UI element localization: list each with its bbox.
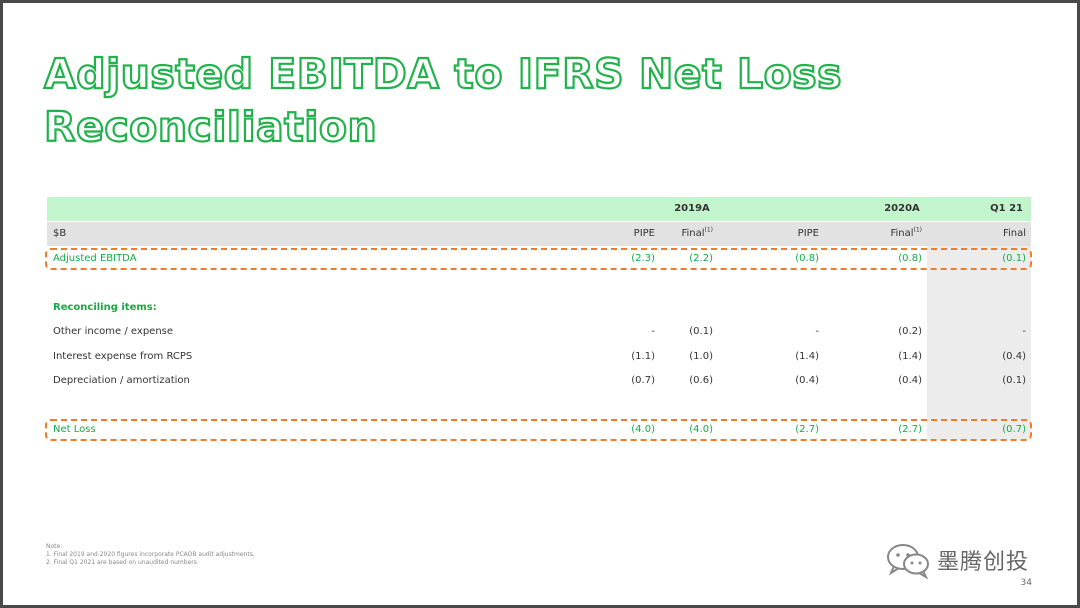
cell-value: (0.4) bbox=[795, 375, 819, 386]
cell-value: (0.8) bbox=[898, 253, 922, 264]
footnote-1: 1. Final 2019 and 2020 figures incorpora… bbox=[46, 551, 255, 558]
q1-column-shading bbox=[927, 222, 1031, 440]
cell-value: (0.2) bbox=[898, 326, 922, 337]
highlight-box-ebitda bbox=[45, 248, 1032, 270]
title-line-2: Reconciliation bbox=[43, 102, 378, 152]
row-label: Adjusted EBITDA bbox=[53, 253, 137, 264]
cell-value: (0.1) bbox=[1002, 253, 1026, 264]
brand-watermark: 墨腾创投 bbox=[885, 540, 1029, 580]
cell-value: (1.0) bbox=[689, 351, 713, 362]
table-header-columns: $B PIPE Final(1) PIPE Final(1) Final bbox=[47, 222, 1031, 246]
footnote-2: 2. Final Q1 2021 are based on unaudited … bbox=[46, 559, 197, 566]
cell-value: (2.7) bbox=[898, 424, 922, 435]
cell-value: - bbox=[1022, 326, 1026, 337]
cell-value: (4.0) bbox=[631, 424, 655, 435]
table-row-net-loss: Net Loss (4.0) (4.0) (2.7) (2.7) (0.7) bbox=[47, 418, 1031, 442]
row-label: Other income / expense bbox=[53, 326, 174, 337]
table-row: Other income / expense - (0.1) - (0.2) - bbox=[47, 320, 1031, 344]
cell-value: - bbox=[815, 326, 819, 337]
cell-value: (4.0) bbox=[689, 424, 713, 435]
cell-value: (2.3) bbox=[631, 253, 655, 264]
table-row: Depreciation / amortization (0.7) (0.6) … bbox=[47, 369, 1031, 393]
cell-value: - bbox=[651, 326, 655, 337]
footnotes: Note: 1. Final 2019 and 2020 figures inc… bbox=[46, 543, 255, 567]
wechat-icon bbox=[887, 544, 929, 580]
table-header-years: 2019A 2020A Q1 21 bbox=[47, 197, 1031, 221]
cell-value: (0.7) bbox=[631, 375, 655, 386]
cell-value: (0.4) bbox=[1002, 351, 1026, 362]
cell-value: (0.1) bbox=[1002, 375, 1026, 386]
cell-value: (0.4) bbox=[898, 375, 922, 386]
reconciling-heading-row: Reconciling items: bbox=[47, 296, 1031, 320]
cell-value: (2.2) bbox=[689, 253, 713, 264]
header-final-2019: Final(1) bbox=[681, 226, 713, 239]
cell-value: (1.4) bbox=[795, 351, 819, 362]
cell-value: (0.7) bbox=[1002, 424, 1026, 435]
cell-value: (1.4) bbox=[898, 351, 922, 362]
brand-name: 墨腾创投 bbox=[937, 550, 1030, 575]
header-final-q1: Final bbox=[1002, 228, 1026, 239]
row-label: Net Loss bbox=[53, 424, 96, 435]
row-label: Interest expense from RCPS bbox=[53, 351, 193, 362]
table-row-adjusted-ebitda: Adjusted EBITDA (2.3) (2.2) (0.8) (0.8) … bbox=[47, 247, 1031, 271]
slide bbox=[3, 3, 1077, 605]
row-label: Depreciation / amortization bbox=[53, 375, 190, 386]
cell-value: (2.7) bbox=[795, 424, 819, 435]
footnote-heading: Note: bbox=[46, 543, 63, 550]
table-row: Interest expense from RCPS (1.1) (1.0) (… bbox=[47, 345, 1031, 369]
header-pipe-2020: PIPE bbox=[797, 228, 819, 239]
title-line-1: Adjusted EBITDA to IFRS Net Loss bbox=[43, 49, 843, 99]
reconciling-heading: Reconciling items: bbox=[53, 302, 157, 313]
highlight-box-net-loss bbox=[45, 419, 1032, 441]
cell-value: (0.1) bbox=[689, 326, 713, 337]
cell-value: (1.1) bbox=[631, 351, 655, 362]
header-q1-21: Q1 21 bbox=[990, 203, 1023, 214]
page-number: 34 bbox=[1020, 578, 1032, 588]
cell-value: (0.8) bbox=[795, 253, 819, 264]
header-unit: $B bbox=[53, 228, 67, 239]
slide-title: Adjusted EBITDA to IFRS Net Loss Reconci… bbox=[43, 48, 944, 154]
header-final-2020: Final(1) bbox=[890, 226, 922, 239]
header-pipe-2019: PIPE bbox=[633, 228, 655, 239]
cell-value: (0.6) bbox=[689, 375, 713, 386]
header-2020a: 2020A bbox=[884, 203, 920, 214]
header-2019a: 2019A bbox=[674, 203, 710, 214]
